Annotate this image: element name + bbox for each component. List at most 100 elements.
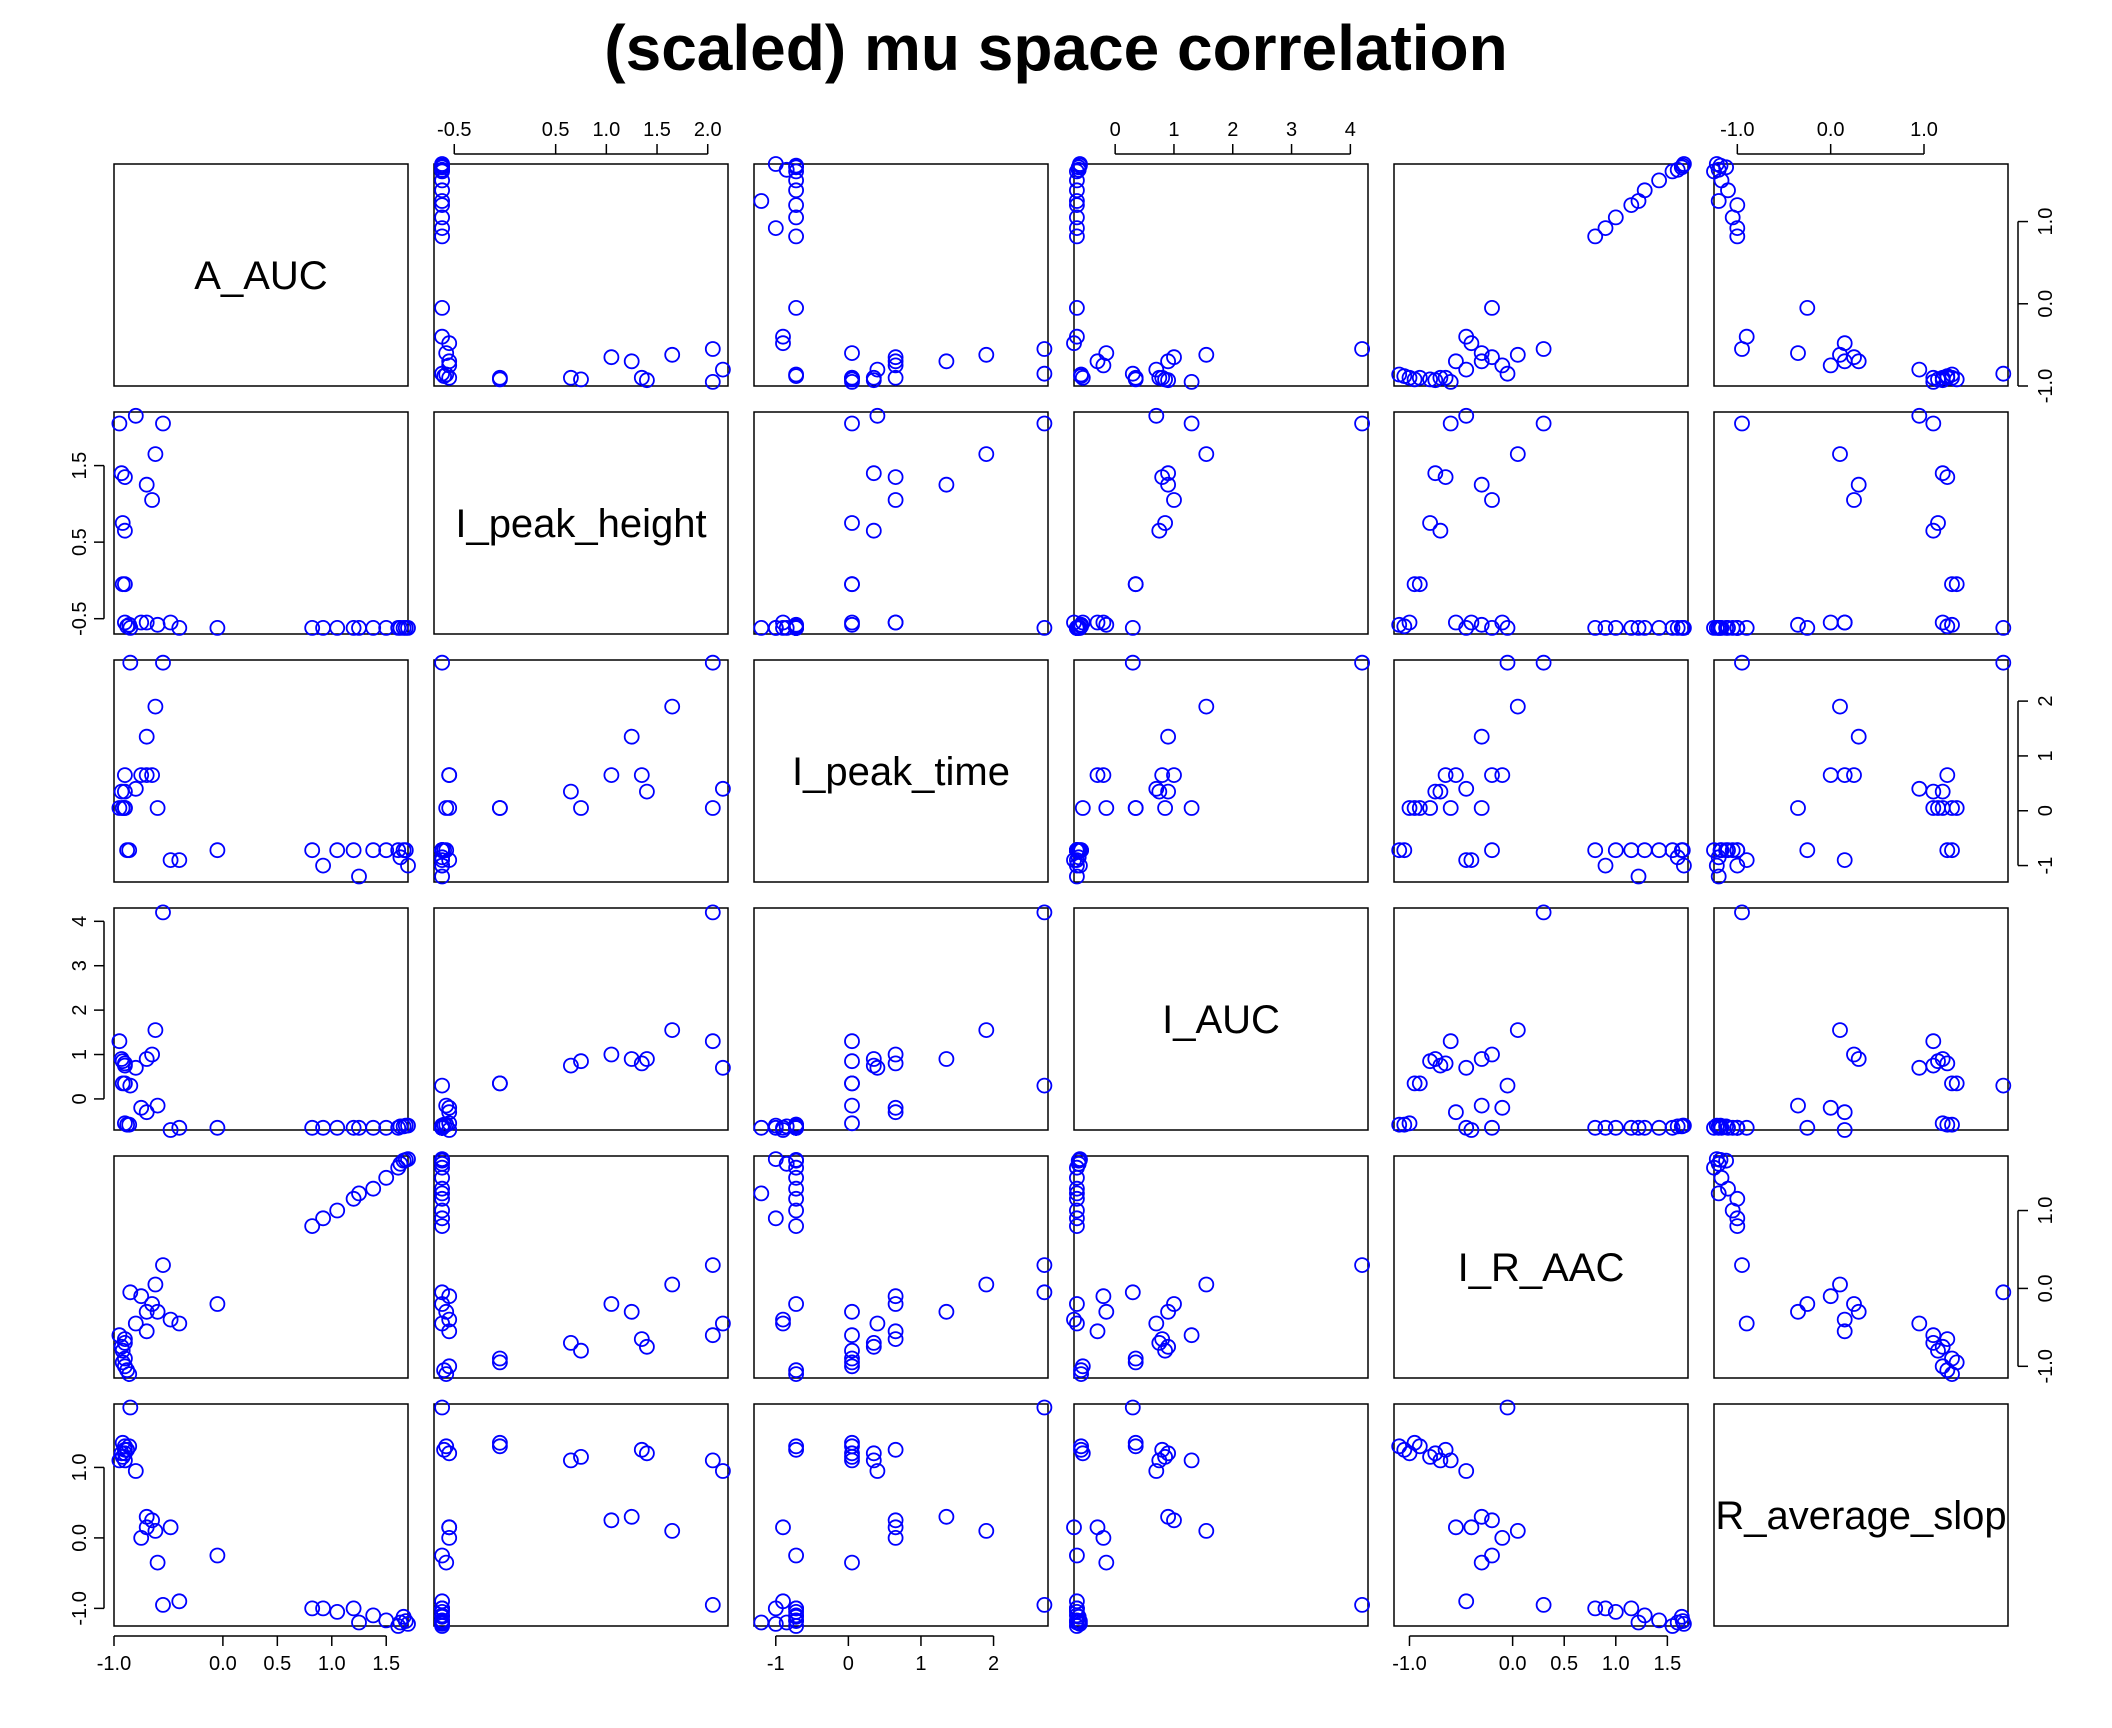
point-4-6-13 — [1799, 1119, 1816, 1136]
point-1-2-12 — [434, 228, 451, 245]
point-2-1-9 — [345, 620, 362, 636]
point-1-2-23 — [633, 369, 650, 386]
point-1-6-31 — [1995, 365, 2012, 382]
point-5-4-19 — [1127, 1350, 1144, 1367]
point-4-1-9 — [345, 1119, 362, 1136]
point-3-1-9 — [345, 842, 362, 859]
top-tick-label-i-auc-1: 0 — [1110, 119, 1121, 141]
point-4-6-22 — [1934, 1051, 1951, 1067]
point-5-1-7 — [365, 1180, 382, 1197]
point-2-3-25 — [869, 407, 886, 424]
point-6-2-17 — [438, 1438, 455, 1455]
point-5-2-9 — [434, 1190, 451, 1207]
point-5-6-33 — [1790, 1303, 1806, 1320]
top-tick-label-i-peak-height-3: 1.0 — [592, 119, 620, 141]
point-3-5-22 — [1427, 783, 1444, 800]
point-6-5-10 — [1607, 1604, 1624, 1620]
point-4-5-33 — [1473, 1097, 1490, 1114]
point-2-4-28 — [1198, 446, 1215, 463]
point-2-5-27 — [1484, 492, 1500, 508]
point-2-6-14 — [1738, 620, 1755, 636]
point-4-6-12 — [1729, 1119, 1746, 1136]
point-6-2-21 — [563, 1452, 579, 1469]
point-1-3-7 — [788, 182, 804, 199]
point-5-3-5 — [788, 1159, 804, 1176]
point-4-1-6 — [378, 1119, 395, 1136]
point-2-3-33 — [844, 616, 860, 633]
point-6-5-9 — [1623, 1600, 1640, 1617]
point-1-2-32 — [441, 357, 458, 374]
point-4-5-24 — [1442, 1033, 1459, 1050]
point-5-6-23 — [1939, 1331, 1956, 1347]
point-4-1-31 — [122, 1077, 139, 1094]
point-4-5-29 — [1535, 904, 1552, 921]
point-1-2-19 — [491, 369, 508, 386]
point-2-6-23 — [1939, 469, 1956, 486]
point-1-6-11 — [1729, 220, 1746, 237]
left-tick-label-i-peak-height-1: -0.5 — [69, 601, 91, 635]
point-2-1-14 — [171, 620, 188, 636]
point-2-4-32 — [1095, 614, 1112, 631]
point-1-6-10 — [1724, 209, 1741, 226]
point-2-5-9 — [1623, 620, 1640, 636]
point-2-1-13 — [209, 620, 226, 636]
point-1-3-11 — [767, 220, 784, 237]
point-3-6-7 — [1720, 842, 1736, 859]
point-5-3-27 — [887, 1296, 904, 1312]
point-5-1-31 — [122, 1284, 139, 1301]
point-2-1-25 — [127, 407, 144, 424]
point-1-3-4 — [778, 161, 795, 178]
panel-frame-5-3 — [753, 1155, 1049, 1379]
point-5-2-34 — [441, 1323, 458, 1340]
point-2-4-25 — [1148, 407, 1165, 424]
point-3-6-24 — [1925, 800, 1942, 816]
point-1-5-5 — [1664, 163, 1681, 180]
point-2-5-8 — [1630, 620, 1647, 636]
point-3-4-23 — [1154, 767, 1171, 783]
point-2-6-29 — [1734, 415, 1750, 432]
point-4-3-11 — [767, 1119, 784, 1136]
point-5-1-19 — [117, 1350, 133, 1367]
point-4-2-22 — [639, 1051, 655, 1067]
point-5-2-19 — [491, 1350, 508, 1367]
point-6-2-32 — [441, 1530, 458, 1546]
point-6-3-21 — [865, 1452, 882, 1469]
point-5-2-28 — [664, 1276, 681, 1293]
point-2-4-26 — [1160, 476, 1176, 493]
point-3-2-31 — [434, 654, 451, 671]
point-4-3-31 — [1036, 1077, 1053, 1094]
point-3-4-22 — [1160, 783, 1176, 800]
point-5-4-23 — [1154, 1331, 1171, 1347]
bottom-tick-label-i-r-aac-2: 0.0 — [1499, 1653, 1527, 1675]
right-tick-label-i-r-aac-1: -1.0 — [2035, 1349, 2057, 1383]
point-1-5-24 — [1442, 373, 1459, 390]
point-6-4-30 — [1066, 1519, 1082, 1536]
point-2-1-19 — [117, 576, 133, 593]
point-3-1-22 — [113, 783, 130, 800]
right-tick-label-i-r-aac-3: 1.0 — [2035, 1197, 2057, 1225]
point-2-4-31 — [1124, 620, 1141, 636]
panel-frame-2-5 — [1393, 411, 1689, 635]
point-3-1-6 — [378, 842, 395, 859]
point-4-2-30 — [441, 1122, 458, 1138]
point-3-5-27 — [1484, 767, 1500, 783]
panel-frame-5-2 — [433, 1155, 729, 1379]
panel-frame-4-3 — [753, 907, 1049, 1131]
point-5-6-27 — [1846, 1296, 1862, 1312]
point-1-4-19 — [1127, 369, 1144, 386]
point-5-4-16 — [1073, 1362, 1089, 1379]
point-4-2-34 — [441, 1104, 458, 1121]
point-4-5-19 — [1411, 1075, 1428, 1092]
point-5-3-17 — [788, 1366, 804, 1382]
point-6-2-25 — [715, 1463, 731, 1479]
bottom-tick-label-a-auc-3: 0.5 — [263, 1653, 291, 1675]
point-2-5-32 — [1494, 614, 1511, 631]
point-6-5-6 — [1651, 1612, 1667, 1629]
point-6-1-9 — [345, 1600, 362, 1617]
point-6-4-24 — [1183, 1452, 1200, 1469]
point-1-5-32 — [1494, 357, 1511, 374]
point-3-2-20 — [573, 800, 589, 816]
point-3-5-28 — [1509, 698, 1526, 715]
point-5-4-6 — [1069, 1169, 1085, 1186]
point-2-5-18 — [1406, 576, 1423, 593]
